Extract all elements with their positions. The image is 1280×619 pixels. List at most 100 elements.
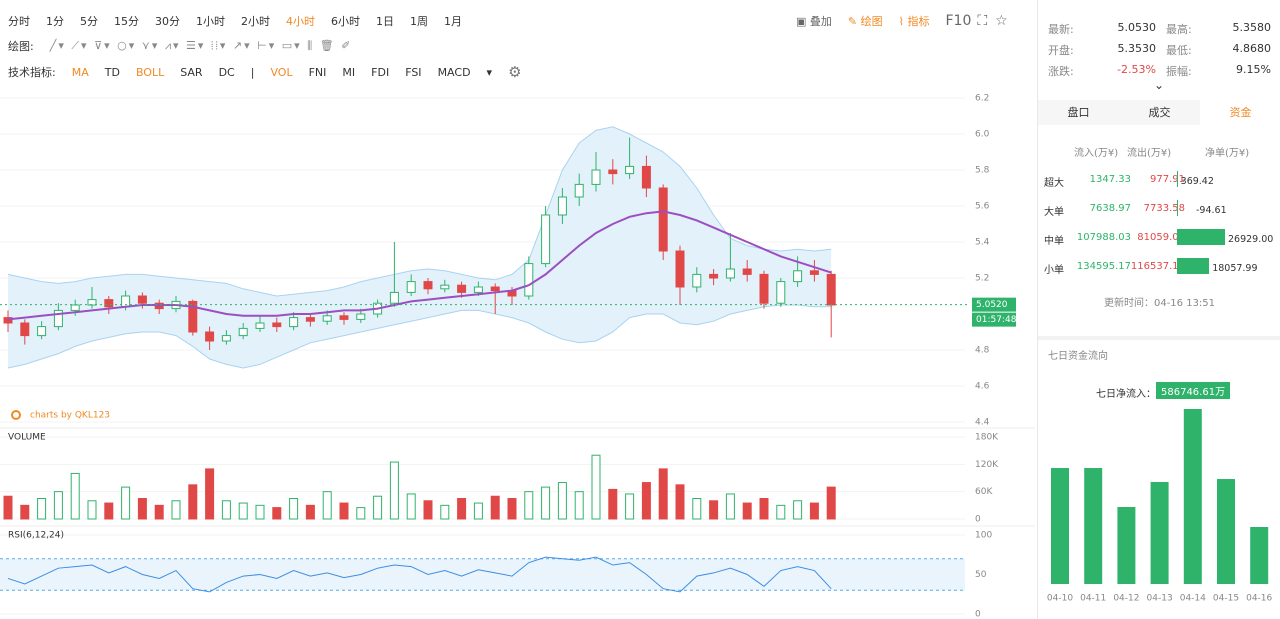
tab[interactable]: 成交 — [1119, 100, 1200, 125]
volume-bar — [557, 482, 567, 520]
candle-body — [255, 322, 265, 329]
tab[interactable]: 盘口 — [1038, 100, 1119, 125]
indicator[interactable]: FNI — [308, 65, 327, 79]
expand[interactable]: ⌄ — [1154, 78, 1165, 92]
indicator[interactable]: TD — [104, 65, 120, 79]
volume-bar — [20, 504, 30, 520]
row-out: 7733.58 — [1143, 203, 1185, 214]
tool[interactable]: F10 — [945, 13, 972, 29]
y-tick-label: 0 — [975, 515, 981, 525]
volume-bar — [541, 486, 551, 520]
indicator[interactable]: FSI — [405, 65, 422, 79]
candle-body — [541, 214, 551, 265]
volume-bar — [641, 482, 651, 520]
tool[interactable]: ⌇ 指标 — [898, 15, 930, 28]
candle-body — [53, 309, 63, 328]
volume-bar — [171, 500, 181, 520]
countdown-badge — [972, 312, 1016, 327]
period[interactable]: 6小时 — [331, 15, 360, 28]
countdown-text: 01:57:48 — [976, 315, 1017, 325]
period[interactable]: 4小时 — [286, 15, 315, 28]
dropdown[interactable]: ▾ — [486, 65, 493, 79]
candle-body — [70, 304, 80, 311]
y-tick-label: 50 — [975, 570, 987, 580]
candle-body — [776, 281, 786, 304]
period[interactable]: 1周 — [410, 15, 428, 28]
period[interactable]: 1小时 — [196, 15, 225, 28]
panel-title: RSI(6,12,24) — [8, 531, 64, 541]
row-in: 107988.03 — [1076, 232, 1131, 243]
x-tick-label: 04-10 — [1047, 594, 1073, 604]
period[interactable]: 1月 — [444, 15, 462, 28]
col-header: 净单(万¥) — [1205, 148, 1250, 159]
settings[interactable]: ⚙ — [508, 63, 522, 81]
candle-body — [809, 270, 819, 275]
quote-value: -2.53% — [1117, 63, 1156, 76]
period[interactable]: 30分 — [155, 15, 180, 28]
tab[interactable]: 资金 — [1229, 106, 1252, 119]
volume-bar — [37, 498, 47, 520]
row-in: 134595.17 — [1076, 261, 1131, 272]
tool-bar: ▣ 叠加 ✎ 绘图 ⌇ 指标 F10 ⛶ ☆ — [796, 13, 1024, 29]
indicator[interactable]: MI — [342, 65, 356, 79]
candle-body — [20, 322, 30, 337]
volume-bar — [305, 504, 315, 520]
tool[interactable]: ▣ 叠加 — [796, 15, 832, 28]
indicator[interactable]: MA — [71, 65, 89, 79]
volume-bar — [272, 507, 282, 520]
volume-bar — [3, 495, 13, 520]
volume-bar — [423, 500, 433, 520]
period[interactable]: 2小时 — [241, 15, 270, 28]
candle-body — [759, 273, 769, 304]
y-tick-label: 5.6 — [975, 202, 990, 212]
indicator[interactable]: MACD — [437, 65, 471, 79]
quote-label: 振幅: — [1166, 65, 1192, 78]
candle-body — [339, 315, 349, 320]
quote-label: 涨跌: — [1048, 65, 1074, 78]
candle-body — [104, 299, 114, 308]
indicator[interactable]: FDI — [371, 65, 390, 79]
row-name: 大单 — [1044, 207, 1064, 218]
row-net: 18057.99 — [1212, 263, 1258, 274]
y-tick-label: 5.4 — [975, 238, 990, 248]
y-tick-label: 4.4 — [975, 418, 990, 428]
watermark: charts by QKL123 — [30, 411, 110, 421]
star[interactable]: ☆ — [995, 13, 1008, 29]
indicator[interactable]: SAR — [180, 65, 203, 79]
volume-bar — [137, 498, 147, 520]
draw-icons[interactable]: ╱▾ ⟋▾ ⊽▾ ○▾ ⋎▾ ⩘▾ ☰▾ ⦙⦙▾ ↗▾ ⊢▾ ▭▾ ⫼ 🗑 ✐ — [49, 39, 353, 52]
tool[interactable]: ✎ 绘图 — [847, 15, 883, 28]
indicator[interactable]: DC — [218, 65, 235, 79]
period[interactable]: 分时 — [8, 15, 30, 28]
volume-bar — [154, 504, 164, 520]
volume-bar — [658, 468, 668, 520]
volume-bar — [608, 488, 618, 520]
indicator[interactable]: BOLL — [135, 65, 165, 79]
candle-body — [322, 315, 332, 322]
fullscreen[interactable]: ⛶ — [977, 13, 988, 29]
volume-bar — [793, 500, 803, 520]
candle-body — [574, 183, 584, 198]
total-label: 七日净流入： — [1096, 389, 1156, 400]
period[interactable]: 1分 — [46, 15, 64, 28]
volume-bar — [725, 493, 735, 520]
period[interactable]: 5分 — [80, 15, 98, 28]
candle-body — [641, 165, 651, 189]
volume-bar — [356, 507, 366, 520]
volume-bar — [389, 461, 399, 520]
volume-bar — [591, 454, 601, 520]
x-tick-label: 04-12 — [1113, 594, 1139, 604]
volume-bar — [709, 500, 719, 520]
period[interactable]: 1日 — [376, 15, 394, 28]
indicator[interactable]: VOL — [270, 65, 293, 79]
period[interactable]: 15分 — [114, 15, 139, 28]
candle-body — [121, 295, 131, 308]
candle-body — [37, 326, 47, 337]
y-tick-label: 6.2 — [975, 94, 989, 104]
volume-bar — [121, 486, 131, 520]
x-tick-label: 04-15 — [1213, 594, 1239, 604]
section-title: 七日资金流向 — [1048, 351, 1108, 362]
y-tick-label: 5.8 — [975, 166, 990, 176]
price-badge — [972, 297, 1016, 312]
